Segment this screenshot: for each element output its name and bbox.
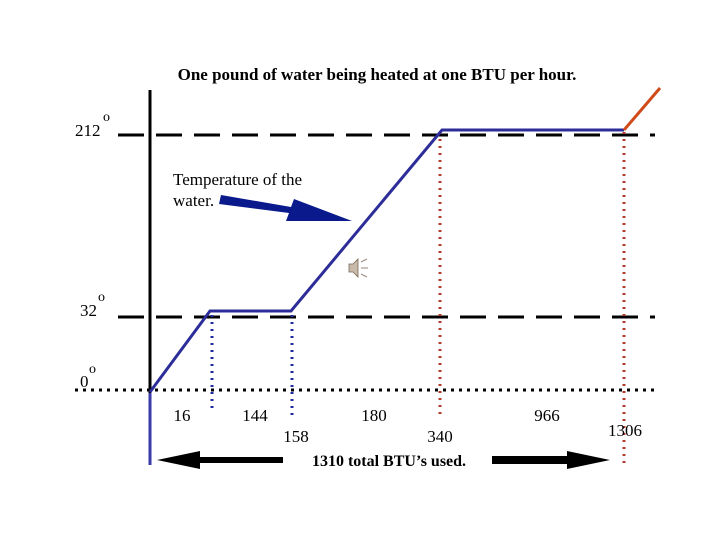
speaker-icon[interactable]: [348, 258, 368, 278]
annotation-line-2: water.: [173, 191, 214, 210]
temperature-curve: [148, 128, 624, 393]
steam-segment: [622, 87, 662, 131]
total-arrow-left: [157, 451, 283, 469]
y-tick-32: 32: [80, 301, 97, 320]
total-arrow-right: [492, 451, 610, 469]
segment-label-144: 144: [242, 406, 268, 425]
annotation-arrow: [219, 195, 352, 221]
y-tick-212: 212: [75, 121, 101, 140]
cumulative-label-158: 158: [283, 427, 309, 446]
total-btu-label: 1310 total BTU’s used.: [312, 453, 466, 470]
segment-label-966: 966: [534, 406, 560, 425]
segment-label-180: 180: [361, 406, 387, 425]
degree-symbol-212: o: [103, 110, 110, 125]
diagram-title: One pound of water being heated at one B…: [178, 65, 577, 84]
degree-symbol-0: o: [89, 362, 96, 377]
cumulative-label-1306: 1306: [608, 421, 642, 440]
annotation-line-1: Temperature of the: [173, 170, 302, 189]
y-tick-0: 0: [80, 372, 89, 391]
segment-label-16: 16: [174, 406, 191, 425]
cumulative-label-340: 340: [427, 427, 453, 446]
degree-symbol-32: o: [98, 290, 105, 305]
